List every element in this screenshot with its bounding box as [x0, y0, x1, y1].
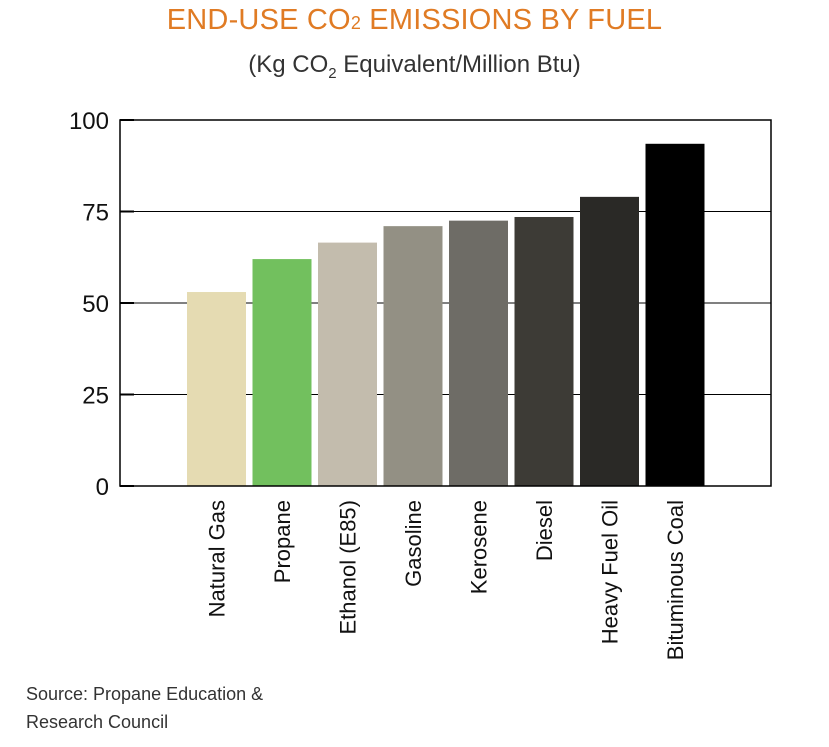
title-main: END-USE CO	[166, 4, 351, 36]
x-tick-label: Ethanol (E85)	[336, 500, 361, 635]
bar	[645, 143, 705, 487]
y-tick-label: 0	[96, 474, 109, 501]
bar-chart: 0 25 50 75 100 Natural Gas Propane Ethanol (E8…	[69, 108, 772, 660]
x-tick-label: Kerosene	[467, 500, 492, 594]
bar	[383, 226, 443, 486]
x-tick-label: Natural Gas	[205, 500, 230, 617]
source-line-2: Research Council	[26, 712, 169, 732]
subtitle-rest: Equivalent/Million Btu)	[336, 51, 581, 78]
x-axis: Natural Gas Propane Ethanol (E85) Gasoline K…	[205, 500, 689, 660]
x-tick-label: Heavy Fuel Oil	[598, 500, 623, 644]
title-rest: EMISSIONS BY FUEL	[361, 4, 663, 36]
bars	[187, 143, 705, 487]
x-tick-label: Propane	[270, 500, 295, 583]
bar	[252, 259, 312, 486]
x-tick-label: Gasoline	[401, 500, 426, 587]
chart-title: END-USE CO2 EMISSIONS BY FUEL	[0, 4, 829, 37]
bar	[449, 220, 508, 486]
bar	[318, 242, 377, 486]
subtitle-subscript: 2	[328, 64, 337, 82]
bar	[514, 216, 574, 487]
y-tick-label: 75	[82, 200, 109, 227]
x-tick-label: Bituminous Coal	[663, 500, 688, 660]
chart-subtitle: (Kg CO2 Equivalent/Million Btu)	[0, 51, 829, 82]
y-tick-label: 50	[82, 291, 109, 318]
source-note: Source: Propane Education & Research Cou…	[26, 680, 346, 736]
bar	[187, 292, 246, 486]
y-axis: 0 25 50 75 100	[69, 108, 134, 501]
y-tick-label: 25	[82, 383, 109, 410]
bar	[580, 196, 639, 487]
title-subscript: 2	[350, 13, 362, 33]
subtitle-pre: (Kg CO	[248, 51, 329, 78]
x-tick-label: Diesel	[532, 500, 557, 561]
y-tick-label: 100	[69, 108, 109, 135]
source-line-1: Source: Propane Education &	[26, 684, 264, 704]
